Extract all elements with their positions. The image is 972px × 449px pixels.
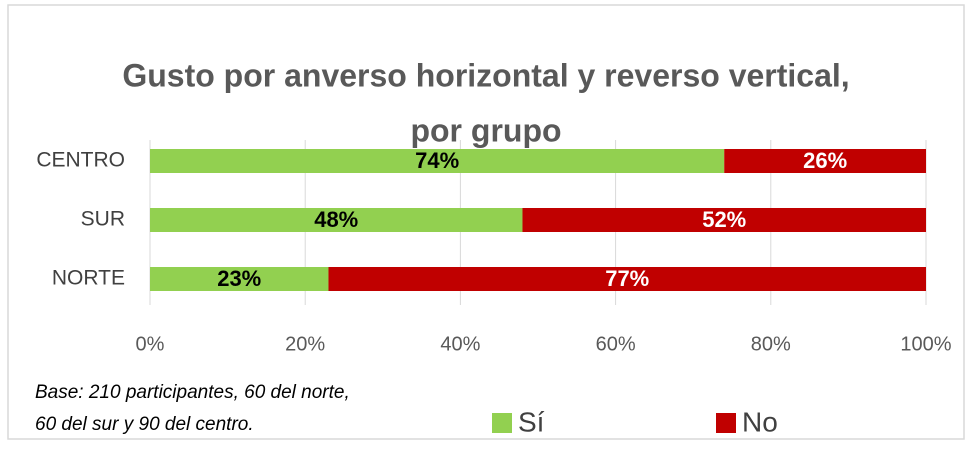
x-tick-label: 60% bbox=[596, 333, 636, 355]
y-tick-label: SUR bbox=[81, 208, 125, 231]
bar-segment bbox=[522, 208, 926, 232]
y-tick-label: NORTE bbox=[52, 267, 125, 290]
legend-label: Sí bbox=[518, 406, 545, 437]
bar-segment bbox=[328, 267, 927, 291]
data-label: 48% bbox=[314, 207, 358, 232]
data-label: 77% bbox=[605, 266, 649, 291]
x-tick-label: 40% bbox=[440, 333, 480, 355]
bar-segment bbox=[150, 149, 725, 173]
x-tick-label: 100% bbox=[900, 333, 951, 355]
data-label: 23% bbox=[217, 266, 261, 291]
data-label: 52% bbox=[702, 207, 746, 232]
bar-segment bbox=[724, 149, 926, 173]
footnote: Base: 210 participantes, 60 del norte, bbox=[35, 382, 350, 403]
legend-label: No bbox=[742, 406, 778, 437]
x-tick-label: 20% bbox=[285, 333, 325, 355]
bar-segment bbox=[150, 208, 523, 232]
chart-title: Gusto por anverso horizontal y reverso v… bbox=[122, 57, 849, 93]
footnote: 60 del sur y 90 del centro. bbox=[35, 414, 254, 435]
legend-swatch bbox=[716, 413, 736, 433]
legend-swatch bbox=[492, 413, 512, 433]
x-tick-label: 0% bbox=[136, 333, 165, 355]
y-tick-label: CENTRO bbox=[36, 149, 125, 172]
chart-title: por grupo bbox=[410, 112, 561, 148]
data-label: 26% bbox=[803, 148, 847, 173]
x-tick-label: 80% bbox=[751, 333, 791, 355]
data-label: 74% bbox=[415, 148, 459, 173]
bar-segment bbox=[150, 267, 329, 291]
